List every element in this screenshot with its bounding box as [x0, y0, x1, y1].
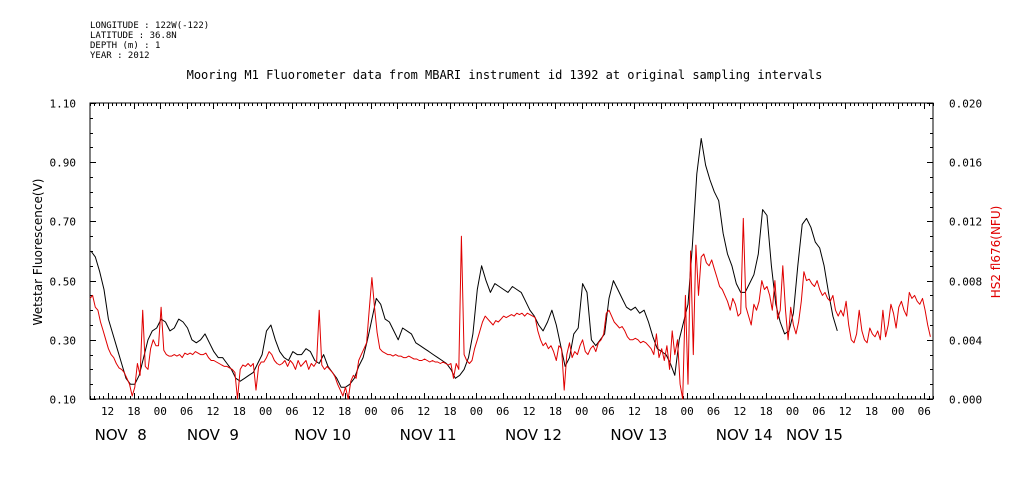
year-label: YEAR : 2012 — [90, 51, 150, 61]
x-tick-label: 06 — [180, 405, 193, 418]
x-tick-label: 12 — [101, 405, 114, 418]
y-axis-label-left: Wetstar Fluorescence(V) — [31, 179, 45, 326]
y-right-tick-label: 0.008 — [949, 276, 982, 289]
y-right-tick-label: 0.000 — [949, 394, 982, 407]
x-tick-label: 18 — [127, 405, 140, 418]
y-right-tick-label: 0.016 — [949, 157, 982, 170]
chart-axes: 12 18 00 06 12 18 00 06 12 18 00 06 12 18 00 06 12 18 00 06… — [50, 98, 983, 445]
x-day-label: NOV 10 — [294, 426, 351, 444]
x-tick-label: 00 — [154, 405, 167, 418]
x-tick-label: 00 — [786, 405, 799, 418]
x-day-label: NOV 8 — [95, 426, 147, 444]
x-tick-label: 06 — [391, 405, 404, 418]
x-tick-label: 06 — [285, 405, 298, 418]
x-day-label: NOV 9 — [187, 426, 239, 444]
x-tick-label: 18 — [654, 405, 667, 418]
y-right-tick-label: 0.020 — [949, 98, 982, 111]
y-right-tick-label: 0.012 — [949, 216, 982, 229]
chart-title: Mooring M1 Fluorometer data from MBARI i… — [186, 68, 823, 82]
y-left-tick-label: 1.10 — [50, 98, 77, 111]
x-tick-label: 06 — [496, 405, 509, 418]
x-tick-label: 00 — [259, 405, 272, 418]
y-axis-label-right: HS2 fl676(NFU) — [989, 206, 1003, 299]
metadata-block: LONGITUDE : 122W(-122) LATITUDE : 36.8N … — [90, 21, 209, 61]
y-left-tick-label: 0.10 — [50, 394, 77, 407]
y-left-tick-label: 0.90 — [50, 157, 77, 170]
x-tick-label: 00 — [575, 405, 588, 418]
x-tick-label: 12 — [312, 405, 325, 418]
x-tick-label: 18 — [865, 405, 878, 418]
x-tick-label: 12 — [417, 405, 430, 418]
x-tick-label: 12 — [628, 405, 641, 418]
chart-series — [89, 138, 931, 400]
x-tick-label: 06 — [707, 405, 720, 418]
series-line-wetstar — [90, 138, 838, 388]
depth-label: DEPTH (m) : 1 — [90, 41, 161, 51]
x-tick-label: 00 — [681, 405, 694, 418]
y-left-tick-label: 0.70 — [50, 216, 77, 229]
y-left-tick-label: 0.50 — [50, 276, 77, 289]
x-tick-label: 00 — [891, 405, 904, 418]
x-tick-label: 06 — [812, 405, 825, 418]
x-tick-label: 12 — [733, 405, 746, 418]
x-tick-label: 12 — [206, 405, 219, 418]
x-day-label: NOV 13 — [610, 426, 667, 444]
x-tick-label: 12 — [522, 405, 535, 418]
x-tick-label: 18 — [760, 405, 773, 418]
x-day-label: NOV 11 — [400, 426, 457, 444]
x-tick-label: 18 — [549, 405, 562, 418]
latitude-label: LATITUDE : 36.8N — [90, 31, 177, 41]
x-tick-label: 18 — [443, 405, 456, 418]
x-tick-label: 18 — [233, 405, 246, 418]
x-day-label: NOV 14 — [716, 426, 773, 444]
x-tick-label: 00 — [364, 405, 377, 418]
x-tick-label: 06 — [601, 405, 614, 418]
x-day-label: NOV 12 — [505, 426, 562, 444]
x-day-label: NOV 15 — [786, 426, 843, 444]
x-tick-label: 00 — [470, 405, 483, 418]
x-tick-label: 18 — [338, 405, 351, 418]
longitude-label: LONGITUDE : 122W(-122) — [90, 21, 210, 31]
y-left-tick-label: 0.30 — [50, 335, 77, 348]
x-tick-label: 12 — [839, 405, 852, 418]
x-tick-label: 06 — [918, 405, 931, 418]
y-right-tick-label: 0.004 — [949, 335, 982, 348]
series-line-hs2 — [89, 217, 931, 400]
